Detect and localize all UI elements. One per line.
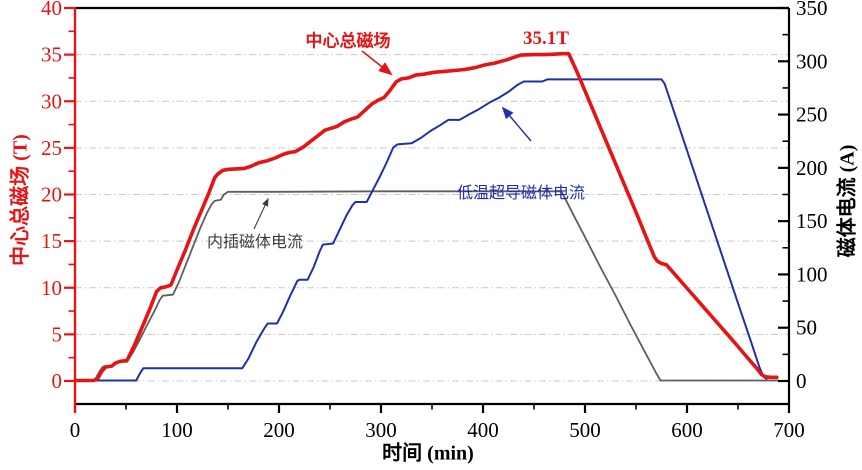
left-tick-label: 5 <box>52 322 63 346</box>
right-tick-label: 350 <box>796 0 828 20</box>
bottom-tick-label: 600 <box>671 418 703 442</box>
left-tick-label: 20 <box>41 183 62 207</box>
left-tick-label: 35 <box>41 43 62 67</box>
annotation-arrow-insert <box>253 197 269 230</box>
y-left-axis-title: 中心总磁场 (T) <box>9 134 32 266</box>
bottom-tick-label: 700 <box>773 418 805 442</box>
bottom-tick-label: 300 <box>365 418 397 442</box>
x-axis-title: 时间 (min) <box>382 442 474 465</box>
series-sc-current-line <box>74 78 768 382</box>
bottom-tick-label: 400 <box>467 418 499 442</box>
left-tick-label: 15 <box>41 229 62 253</box>
annotation-peak-value-label: 35.1T <box>523 28 569 49</box>
series-insert-current-line <box>74 190 780 382</box>
left-tick-label: 25 <box>41 136 62 160</box>
right-tick-label: 300 <box>796 49 828 73</box>
right-tick-label: 50 <box>796 316 817 340</box>
annotation-arrow-field <box>361 50 393 76</box>
series-total-field-line <box>73 51 779 383</box>
annotation-sc-current-label: 低温超导磁体电流 <box>456 185 586 202</box>
bottom-tick-label: 100 <box>161 418 193 442</box>
left-tick-label: 40 <box>41 0 62 20</box>
right-tick-label: 100 <box>796 262 828 286</box>
right-tick-label: 250 <box>796 103 828 127</box>
annotation-total-field-label: 中心总磁场 <box>305 31 391 51</box>
annotation-insert-current-label: 内插磁体电流 <box>206 234 304 251</box>
right-tick-label: 200 <box>796 156 828 180</box>
left-tick-label: 10 <box>41 276 62 300</box>
bottom-tick-label: 0 <box>70 418 81 442</box>
right-tick-label: 150 <box>796 209 828 233</box>
left-tick-label: 0 <box>52 369 63 393</box>
left-tick-label: 30 <box>41 89 62 113</box>
y-right-axis-title: 磁体电流 (A) <box>836 144 859 258</box>
annotation-arrow-sc <box>501 106 532 142</box>
right-tick-label: 0 <box>796 369 807 393</box>
bottom-tick-label: 500 <box>569 418 601 442</box>
bottom-tick-label: 200 <box>263 418 295 442</box>
